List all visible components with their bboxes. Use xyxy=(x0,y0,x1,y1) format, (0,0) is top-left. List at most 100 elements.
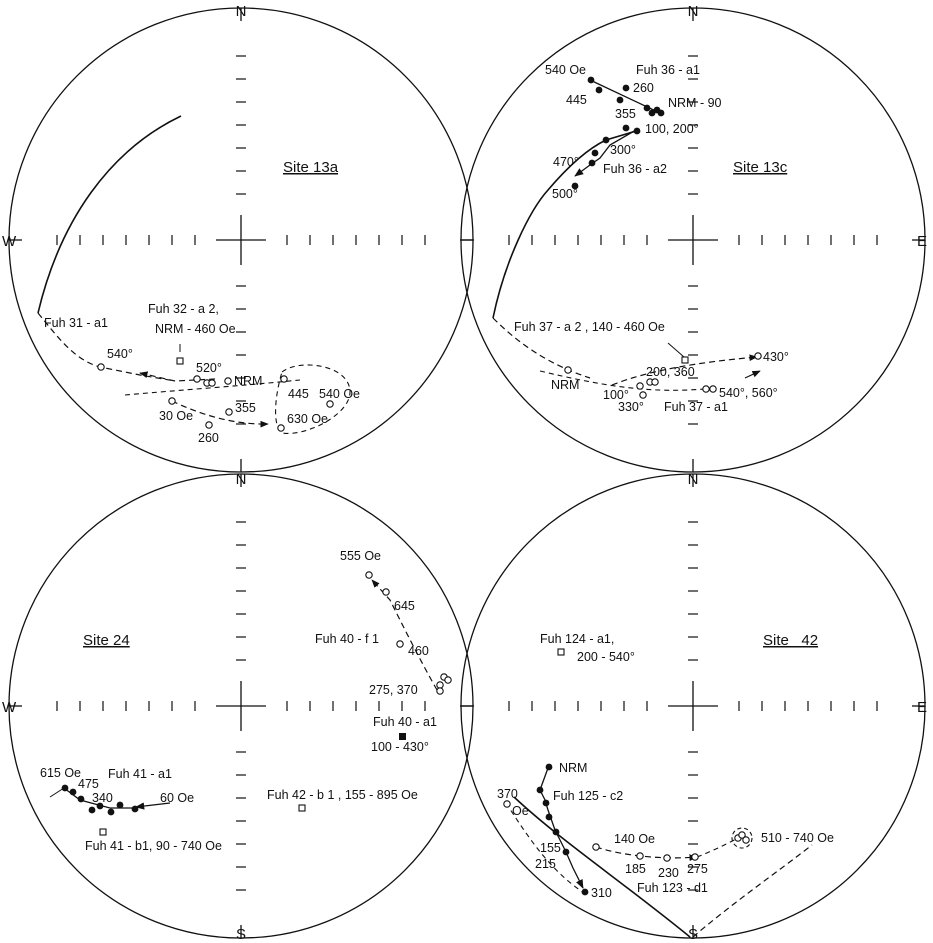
trend-fuh40-f1 xyxy=(371,579,438,691)
label: NRM - 90 xyxy=(668,96,722,110)
great-circle-dashed xyxy=(692,844,813,938)
point-615 xyxy=(61,784,69,792)
trend-fuh123-d1-b xyxy=(696,837,739,858)
point-300 xyxy=(602,136,610,144)
trend-fuh41-a1-arrow xyxy=(135,802,171,810)
label: 445 xyxy=(566,93,587,107)
point-p4 xyxy=(88,806,96,814)
label: 460 xyxy=(408,644,429,658)
label: 520° xyxy=(196,361,222,375)
north-label: N xyxy=(688,471,699,488)
point-nrm-b xyxy=(208,379,216,387)
site-title: Site 24 xyxy=(83,632,130,649)
point-275 xyxy=(691,853,699,861)
label: Fuh 125 - c2 xyxy=(553,789,623,803)
north-label: N xyxy=(688,3,699,20)
net-frame xyxy=(460,473,926,939)
label: 540° xyxy=(107,347,133,361)
point-140 xyxy=(592,843,600,851)
point-460 xyxy=(396,640,404,648)
point-540oe xyxy=(326,400,334,408)
cluster-outline xyxy=(275,364,351,434)
point-155 xyxy=(562,848,570,856)
trend-fuh123-d1 xyxy=(595,846,698,861)
label: Fuh 123 - d1 xyxy=(637,881,708,895)
point-470 xyxy=(591,149,599,157)
point-370-a xyxy=(436,681,444,689)
label: 300° xyxy=(610,143,636,157)
label: 370 xyxy=(497,787,518,801)
label: 615 Oe xyxy=(40,766,81,780)
label: 230 xyxy=(658,866,679,880)
leader-line xyxy=(49,787,65,798)
panel-site-13a: N W Site 13a Fuh 32 - a 2, NRM - 460 Oe … xyxy=(2,3,474,473)
point-540 xyxy=(702,385,710,393)
trend-fuh31-a1-arrow xyxy=(139,371,216,382)
filled-circles xyxy=(536,763,589,896)
square-fuh41-b1 xyxy=(99,828,107,836)
net-frame xyxy=(8,473,474,939)
square-fuh42-b1 xyxy=(298,804,306,812)
label: 100, 200° xyxy=(645,122,699,136)
south-label: S xyxy=(236,926,246,943)
point-560 xyxy=(709,385,717,393)
point-630oe xyxy=(277,424,285,432)
east-label: E xyxy=(917,233,927,250)
label: 430° xyxy=(763,350,789,364)
label: 30 Oe xyxy=(159,409,193,423)
point-100 xyxy=(636,382,644,390)
label: Fuh 32 - a 2, xyxy=(148,302,219,316)
trend-fuh36-a2 xyxy=(574,129,637,177)
square-fuh124-a1 xyxy=(557,648,565,656)
label: 445 xyxy=(288,387,309,401)
point-500 xyxy=(571,182,579,190)
label: 630 Oe xyxy=(287,412,328,426)
point-nrm xyxy=(545,763,553,771)
arrow-540 xyxy=(744,370,761,379)
net-frame xyxy=(460,7,926,473)
label: 275 xyxy=(687,862,708,876)
panel-site-13c: N E Site 13c xyxy=(460,3,927,473)
label: 275, 370 xyxy=(369,683,418,697)
point-nrm90-b xyxy=(648,109,656,117)
point-355 xyxy=(616,96,624,104)
point-nrm90-d xyxy=(657,109,665,117)
point-p5 xyxy=(552,828,560,836)
open-circles xyxy=(365,571,452,695)
point-555 xyxy=(365,571,373,579)
north-label: N xyxy=(236,3,247,20)
label: 555 Oe xyxy=(340,549,381,563)
label: NRM xyxy=(559,761,587,775)
west-label: W xyxy=(2,233,17,250)
point-p8 xyxy=(131,805,139,813)
point-200 xyxy=(633,127,641,135)
label: Fuh 41 - b1, 90 - 740 Oe xyxy=(85,839,222,853)
point-360 xyxy=(651,378,659,386)
point-185 xyxy=(636,852,644,860)
label: 260 xyxy=(198,431,219,445)
label: 500° xyxy=(552,187,578,201)
label: Oe xyxy=(512,804,529,818)
label: 645 xyxy=(394,599,415,613)
point-100 xyxy=(622,124,630,132)
east-label: E xyxy=(917,699,927,716)
label: Fuh 36 - a2 xyxy=(603,162,667,176)
point-340 xyxy=(96,802,104,810)
trend-fuh37-a1 xyxy=(611,354,758,386)
square-fuh40-a1 xyxy=(399,733,406,740)
panel-site-24: N W S Site 24 555 Oe xyxy=(2,471,474,943)
point-740 xyxy=(742,836,750,844)
panel-site-42: N E S Site 42 xyxy=(460,471,927,943)
point-330 xyxy=(639,391,647,399)
point-370 xyxy=(503,800,511,808)
point-355 xyxy=(225,408,233,416)
label: Fuh 42 - b 1 , 155 - 895 Oe xyxy=(267,788,418,802)
point-445 xyxy=(595,86,603,94)
label: 330° xyxy=(618,400,644,414)
label: 260 xyxy=(633,81,654,95)
filled-circles xyxy=(571,76,665,190)
label: 200, 360 xyxy=(646,365,695,379)
label: 540 Oe xyxy=(319,387,360,401)
label: 100 - 430° xyxy=(371,740,429,754)
